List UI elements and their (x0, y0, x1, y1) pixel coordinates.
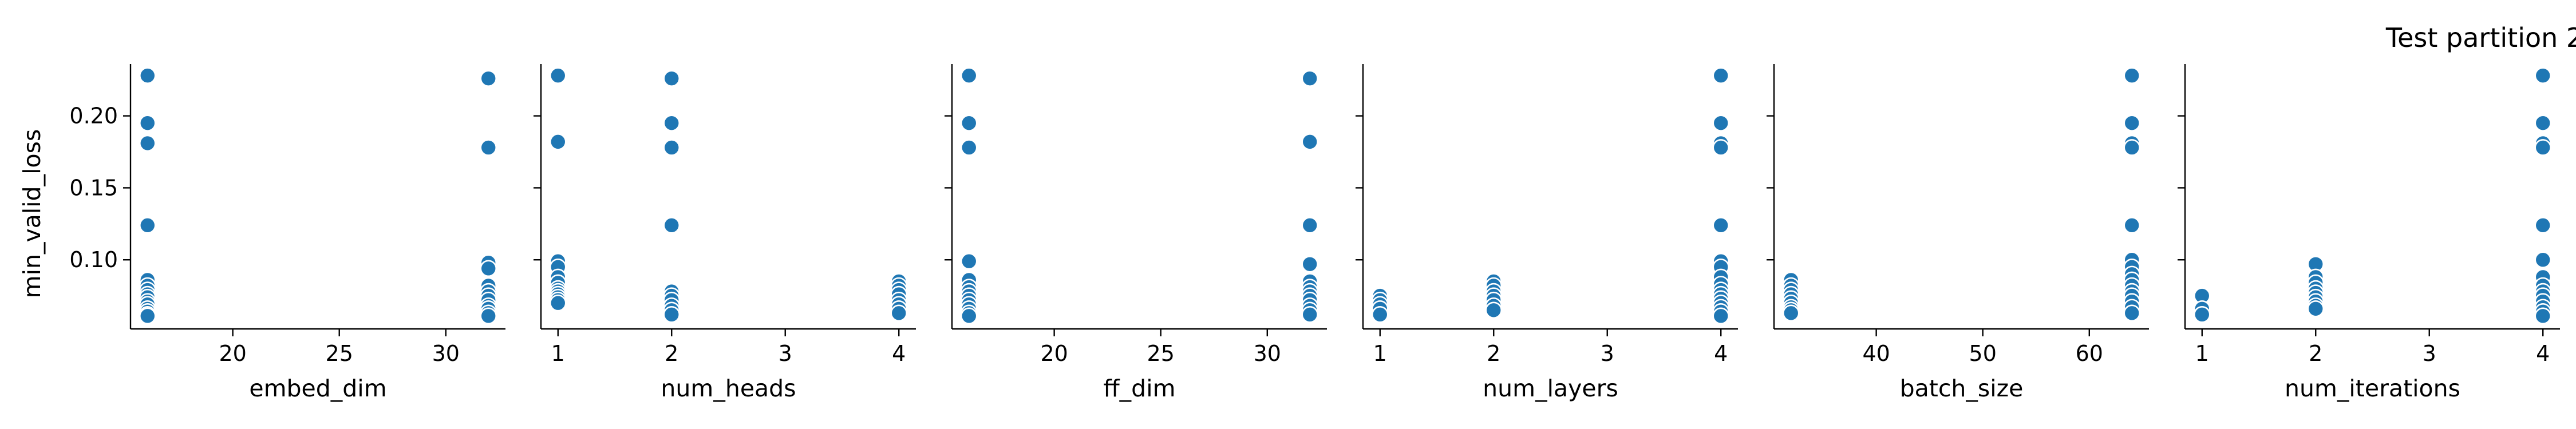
scatter-panels: 0.10 0.15 0.20 20 25 30 embed_dim min_valid_los… (18, 64, 2560, 402)
x-axis-label: ff_dim (1103, 375, 1175, 402)
data-point (480, 307, 497, 325)
data-point (2534, 307, 2552, 325)
y-axis-label: min_valid_loss (18, 129, 46, 299)
panel-num_iterations: 1 2 3 4 num_iterations (2178, 64, 2560, 402)
data-point (1712, 114, 1730, 132)
data-point (2307, 300, 2325, 317)
data-point (890, 304, 908, 322)
data-point (1485, 301, 1503, 319)
panel-ff_dim: 20 25 30 ff_dim (945, 64, 1327, 402)
data-point (1301, 255, 1319, 273)
data-point (1712, 67, 1730, 84)
panel-embed_dim: 0.10 0.15 0.20 20 25 30 embed_dim min_valid_los… (18, 64, 505, 402)
data-point (1301, 217, 1319, 234)
data-point (549, 67, 567, 84)
data-point (960, 114, 978, 132)
y-tick-label: 0.10 (69, 247, 118, 272)
figure-title: Test partition 2 (2385, 22, 2576, 53)
data-point (139, 217, 156, 234)
x-tick-label: 40 (1862, 341, 1890, 366)
data-point (549, 133, 567, 150)
data-point (960, 67, 978, 84)
data-point (1712, 139, 1730, 156)
data-point (663, 139, 681, 156)
x-tick-label: 2 (1487, 341, 1500, 366)
x-tick-label: 3 (779, 341, 792, 366)
panel-num_layers: 1 2 3 4 num_layers (1356, 64, 1738, 402)
x-tick-label: 4 (1714, 341, 1728, 366)
data-point (2534, 251, 2552, 269)
data-point (960, 139, 978, 156)
data-point (480, 260, 497, 277)
data-point (663, 306, 681, 323)
data-point (2534, 139, 2552, 156)
data-point (960, 307, 978, 325)
x-tick-label: 3 (2423, 341, 2436, 366)
data-point (1301, 306, 1319, 323)
x-tick-label: 4 (892, 341, 906, 366)
x-axis-label: num_layers (1483, 375, 1618, 402)
data-point (2534, 67, 2552, 84)
x-axis-label: num_heads (661, 375, 796, 402)
data-point (480, 70, 497, 87)
y-tick-label: 0.15 (69, 175, 118, 200)
x-tick-label: 30 (432, 341, 460, 366)
data-point (2534, 217, 2552, 234)
data-point (139, 307, 156, 325)
data-point (663, 70, 681, 87)
x-tick-label: 20 (219, 341, 246, 366)
data-point (2123, 114, 2141, 132)
data-point (139, 114, 156, 132)
x-tick-label: 25 (1147, 341, 1175, 366)
panel-num_heads: 1 2 3 4 num_heads (534, 64, 916, 402)
x-tick-label: 25 (326, 341, 353, 366)
data-point (2123, 304, 2141, 322)
data-point (2534, 114, 2552, 132)
x-tick-label: 50 (1969, 341, 1997, 366)
y-tick-label: 0.20 (69, 104, 118, 129)
data-point (2123, 67, 2141, 84)
data-point (1782, 304, 1800, 322)
x-tick-label: 1 (1373, 341, 1387, 366)
panel-batch_size: 40 50 60 batch_size (1767, 64, 2149, 402)
data-point (139, 67, 156, 84)
x-tick-label: 1 (2195, 341, 2209, 366)
x-tick-label: 20 (1040, 341, 1068, 366)
data-point (2193, 306, 2211, 323)
data-point (2123, 139, 2141, 156)
data-point (1301, 70, 1319, 87)
x-tick-label: 2 (665, 341, 678, 366)
x-axis-label: embed_dim (249, 375, 386, 402)
data-point (2123, 217, 2141, 234)
data-point (1712, 217, 1730, 234)
x-tick-label: 4 (2536, 341, 2550, 366)
x-axis-label: num_iterations (2285, 375, 2460, 402)
data-point (663, 217, 681, 234)
data-point (1371, 306, 1389, 323)
x-tick-label: 2 (2309, 341, 2322, 366)
data-point (139, 134, 156, 152)
data-point (549, 294, 567, 312)
x-tick-label: 1 (551, 341, 565, 366)
data-point (960, 252, 978, 270)
data-point (663, 114, 681, 132)
data-point (1301, 133, 1319, 150)
x-axis-label: batch_size (1900, 375, 2024, 402)
x-tick-label: 3 (1601, 341, 1614, 366)
data-point (1712, 307, 1730, 325)
x-tick-label: 60 (2076, 341, 2103, 366)
x-tick-label: 30 (1254, 341, 1281, 366)
data-point (480, 139, 497, 156)
